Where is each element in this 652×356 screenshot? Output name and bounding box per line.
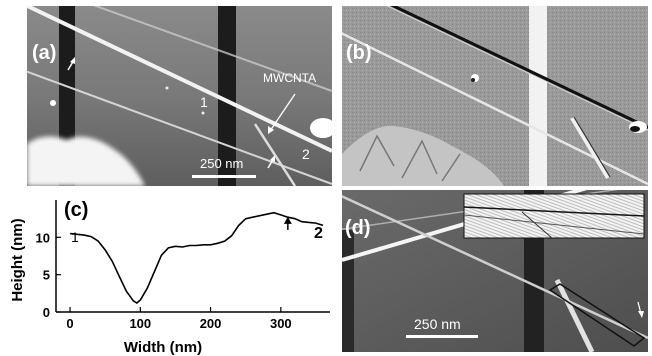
- contamination-blob: [27, 136, 145, 186]
- particle-small: [50, 100, 56, 106]
- y-tick-label: 5: [43, 268, 50, 283]
- scale-bar-a-label: 250 nm: [200, 156, 244, 171]
- x-axis-label: Width (nm): [124, 339, 202, 356]
- point-1-marker: 1: [200, 94, 208, 110]
- y-tick-label: 10: [36, 230, 50, 245]
- x-tick-label: 200: [200, 316, 222, 331]
- nanotube-main: [27, 6, 332, 153]
- profile-arrow-head: [283, 216, 292, 224]
- mwcnta-pointer: [269, 93, 296, 132]
- scale-bar-d: [406, 335, 478, 338]
- nanotube-faint: [92, 6, 332, 92]
- panel-a-afm-image: (a) MWCNTA 1 2 250 nm: [27, 6, 332, 186]
- x-tick-label: 100: [129, 316, 151, 331]
- scale-bar-a: [192, 175, 256, 178]
- selection-box: [548, 283, 646, 347]
- panel-b-label: (b): [346, 42, 372, 64]
- y-tick-label: 0: [43, 305, 50, 320]
- scale-bar-d-label: 250 nm: [414, 316, 461, 332]
- panel-d-label: (d): [345, 217, 371, 239]
- profile-point-1: 1: [71, 229, 79, 245]
- y-axis-label: Height (nm): [9, 218, 26, 301]
- profile-point-2: 2: [314, 225, 323, 242]
- panel-d-topography: [342, 190, 648, 352]
- profile-line: [70, 211, 324, 304]
- branch-d: [554, 278, 595, 352]
- nanotube-mwcnta: [27, 70, 332, 185]
- panel-c-height-profile: 0 100 200 300 0 5 10 Width (nm) Height (nm) (c) …: [0, 190, 336, 356]
- height-profile-chart: 0 100 200 300 0 5 10 Width (nm) Height (nm): [9, 200, 330, 356]
- nanotube-d-diagonal: [342, 194, 648, 340]
- electrode-d-left: [342, 230, 354, 352]
- panel-a-topography: [27, 6, 332, 186]
- panel-b-phase-image: (b): [342, 6, 648, 186]
- electrode-b: [529, 6, 547, 186]
- point-2-marker: 2: [302, 146, 310, 162]
- panel-a-label: (a): [32, 42, 57, 64]
- branch-b: [570, 116, 610, 180]
- panel-c-label: (c): [64, 199, 89, 221]
- mwcnta-annotation: MWCNTA: [263, 71, 317, 85]
- nanotube-dark-b: [387, 6, 648, 130]
- x-tick-label: 0: [66, 316, 73, 331]
- particle-right: [310, 118, 332, 138]
- contamination-blob-b: [342, 125, 504, 186]
- x-tick-label: 300: [270, 316, 292, 331]
- panel-d-afm-image: (d) 250 nm: [342, 190, 648, 352]
- panel-b-phase: [342, 6, 648, 186]
